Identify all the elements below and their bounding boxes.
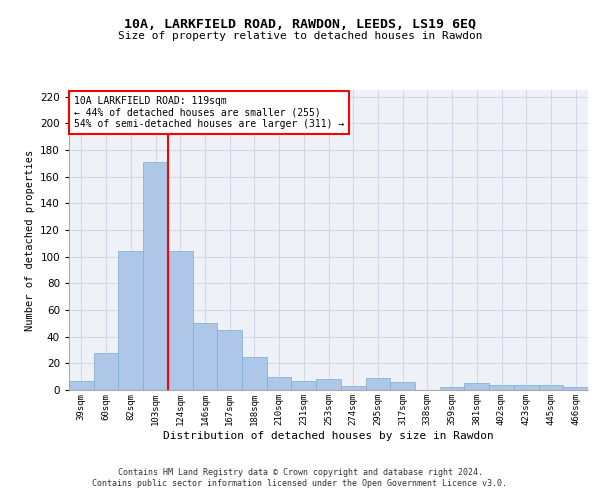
Bar xyxy=(341,386,365,390)
Text: Size of property relative to detached houses in Rawdon: Size of property relative to detached ho… xyxy=(118,31,482,41)
Bar xyxy=(242,356,267,390)
Bar xyxy=(69,380,94,390)
Bar xyxy=(514,384,539,390)
Bar xyxy=(489,384,514,390)
Bar xyxy=(118,252,143,390)
Y-axis label: Number of detached properties: Number of detached properties xyxy=(25,150,35,330)
Text: 10A, LARKFIELD ROAD, RAWDON, LEEDS, LS19 6EQ: 10A, LARKFIELD ROAD, RAWDON, LEEDS, LS19… xyxy=(124,18,476,30)
Text: Contains HM Land Registry data © Crown copyright and database right 2024.
Contai: Contains HM Land Registry data © Crown c… xyxy=(92,468,508,487)
Bar xyxy=(94,352,118,390)
Bar xyxy=(390,382,415,390)
Bar xyxy=(292,380,316,390)
Bar xyxy=(217,330,242,390)
Bar xyxy=(316,380,341,390)
X-axis label: Distribution of detached houses by size in Rawdon: Distribution of detached houses by size … xyxy=(163,430,494,440)
Bar xyxy=(168,252,193,390)
Bar xyxy=(143,162,168,390)
Bar xyxy=(539,384,563,390)
Bar xyxy=(365,378,390,390)
Bar xyxy=(193,324,217,390)
Bar xyxy=(440,388,464,390)
Bar xyxy=(464,384,489,390)
Text: 10A LARKFIELD ROAD: 119sqm
← 44% of detached houses are smaller (255)
54% of sem: 10A LARKFIELD ROAD: 119sqm ← 44% of deta… xyxy=(74,96,344,129)
Bar xyxy=(267,376,292,390)
Bar xyxy=(563,388,588,390)
